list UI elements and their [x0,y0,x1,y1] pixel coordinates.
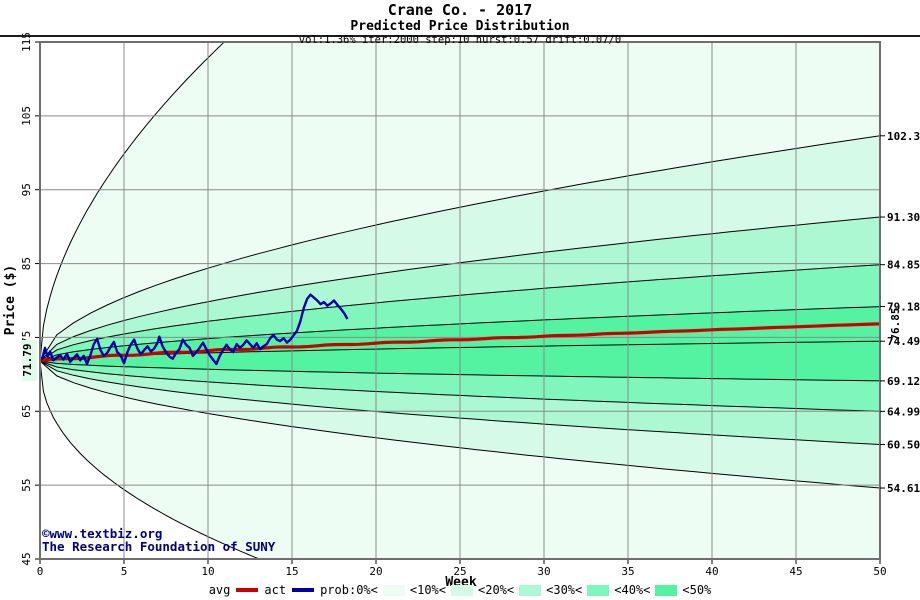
legend-band50-label: <50% [682,583,712,597]
band-final-price-label: 69.12 [887,375,920,388]
band-final-price-label: 91.30 [887,211,920,224]
legend-band40-label: <40%< [614,583,651,597]
band-final-price-label: 64.99 [887,405,920,418]
x-tick-label: 50 [873,565,886,578]
chart-subtitle: Predicted Price Distribution [350,19,570,34]
start-price-label-bg [22,340,37,381]
legend-band20-label: <20%< [478,583,515,597]
y-tick-label: 85 [20,257,33,270]
x-tick-label: 40 [705,565,718,578]
chart-header: Crane Co. - 2017 Predicted Price Distrib… [0,0,920,46]
avg-end-price-label: 76.85 [889,307,902,340]
legend-band40-swatch [587,584,610,596]
y-tick-label: 115 [20,32,33,52]
legend-act-line-swatch [292,588,315,592]
chart-model-params: vol:1.36% iter:2000 step:10 hurst:0.57 d… [298,34,622,46]
y-axis-title: Price ($) [3,265,18,335]
x-tick-label: 15 [285,565,298,578]
legend-act-label: act [264,583,287,597]
legend-band10-label: <10%< [409,583,446,597]
band-final-price-label: 79.18 [887,301,920,314]
y-tick-label: 105 [20,106,33,126]
band-final-price-label: 54.61 [887,482,920,495]
y-tick-label: 45 [20,552,33,565]
legend-band30-label: <30%< [546,583,583,597]
legend-avg-label: avg [208,583,231,597]
axis-ticks-and-labels: 0 5 10 15 20 25 30 35 40 45 5011510595857565554510… [20,32,920,578]
legend-prob-label: prob:0%< [320,583,378,597]
envelope-bottom-curve [40,361,261,559]
watermark-org: The Research Foundation of SUNY [42,539,276,554]
gridlines [40,42,880,559]
y-tick-label: 95 [20,183,33,196]
x-tick-label: 45 [789,565,802,578]
x-tick-label: 10 [201,565,214,578]
actual-price-line [40,293,349,366]
band-final-price-label: 60.50 [887,439,920,452]
plot-border [39,41,881,560]
x-tick-label: 35 [621,565,634,578]
start-price-label: 71.79 [21,343,34,376]
y-tick-label: 65 [20,405,33,418]
x-tick-label: 5 [121,565,128,578]
x-tick-label: 20 [369,565,382,578]
legend: avg act prob:0%< <10%< <20%< <30%< <40%<… [0,583,920,597]
x-tick-label: 0 [37,565,44,578]
legend-avg-line-swatch [236,588,259,592]
legend-band20-swatch [451,584,473,596]
x-tick-label: 30 [537,565,550,578]
price-series [40,293,880,366]
chart-title: Crane Co. - 2017 [387,1,533,19]
legend-band50-swatch [655,584,678,596]
avg-price-line [40,322,880,363]
band-final-price-label: 74.49 [887,335,920,348]
band-final-price-label: 84.85 [887,259,920,272]
legend-band30-swatch [519,584,542,596]
plot-frame [39,41,881,560]
y-tick-label: 55 [20,478,33,491]
legend-band10-swatch [382,584,405,596]
x-tick-label: 25 [453,565,466,578]
envelope-top-curve [40,42,225,362]
watermark-url: ©www.textbiz.org [42,526,162,541]
band-final-price-label: 102.3 [887,130,920,143]
